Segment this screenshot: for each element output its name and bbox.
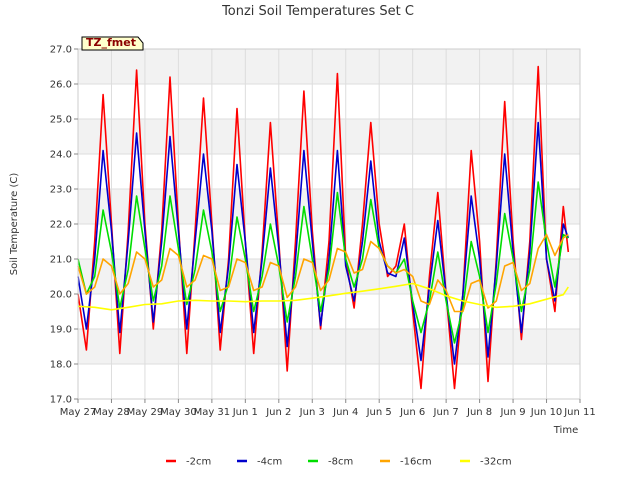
series-line-minus-8cm (77, 181, 569, 344)
x-tick-label: Jun 3 (299, 407, 325, 418)
series-lines (77, 65, 570, 390)
legend-label: -16cm (400, 457, 432, 468)
legend-label: -2cm (186, 457, 211, 468)
y-tick-label: 22.0 (50, 220, 72, 231)
y-axis-label: Soil Temperature (C) (9, 173, 20, 276)
x-tick-label: May 31 (194, 407, 231, 418)
y-tick-label: 18.0 (50, 360, 72, 371)
x-tick-label: May 28 (93, 407, 130, 418)
y-tick-label: 19.0 (50, 325, 72, 336)
y-axis-ticks: 17.0 18.0 19.0 20.0 21.0 22.0 23.0 24.0 25.0 26.0… (50, 45, 78, 406)
legend: -2cm -4cm -8cm -16cm -32cm (166, 457, 512, 468)
chart-title: Tonzi Soil Temperatures Set C (221, 4, 414, 19)
plot-band (78, 329, 580, 364)
y-tick-label: 23.0 (50, 185, 72, 196)
y-tick-label: 26.0 (50, 80, 72, 91)
annotation-box: TZ_fmet (81, 36, 144, 51)
x-tick-label: Jun 11 (563, 407, 596, 418)
y-tick-label: 21.0 (50, 255, 72, 266)
plot-band (78, 364, 580, 399)
plot-band (78, 119, 580, 154)
legend-label: -8cm (328, 457, 353, 468)
y-tick-label: 27.0 (50, 45, 72, 56)
x-tick-label: Jun 2 (265, 407, 291, 418)
y-tick-label: 24.0 (50, 150, 72, 161)
x-tick-label: Jun 7 (433, 407, 459, 418)
series-line-minus-32cm (77, 282, 569, 311)
x-tick-label: May 27 (60, 407, 97, 418)
x-tick-label: Jun 4 (332, 407, 358, 418)
x-tick-label: May 30 (160, 407, 197, 418)
x-tick-label: May 29 (127, 407, 164, 418)
legend-label: -32cm (480, 457, 512, 468)
annotation-label: TZ_fmet (86, 36, 136, 49)
y-tick-label: 20.0 (50, 290, 72, 301)
plot-band (78, 84, 580, 119)
plot-band (78, 154, 580, 189)
x-tick-label: Jun 5 (366, 407, 392, 418)
x-tick-label: Jun 8 (466, 407, 492, 418)
x-tick-label: Jun 1 (232, 407, 258, 418)
x-tick-label: Jun 9 (499, 407, 525, 418)
plot-band (78, 49, 580, 84)
legend-label: -4cm (257, 457, 282, 468)
y-tick-label: 25.0 (50, 115, 72, 126)
x-tick-label: Jun 10 (530, 407, 563, 418)
x-axis-label: Time (553, 425, 578, 436)
y-tick-label: 17.0 (50, 395, 72, 406)
x-tick-label: Jun 6 (399, 407, 425, 418)
